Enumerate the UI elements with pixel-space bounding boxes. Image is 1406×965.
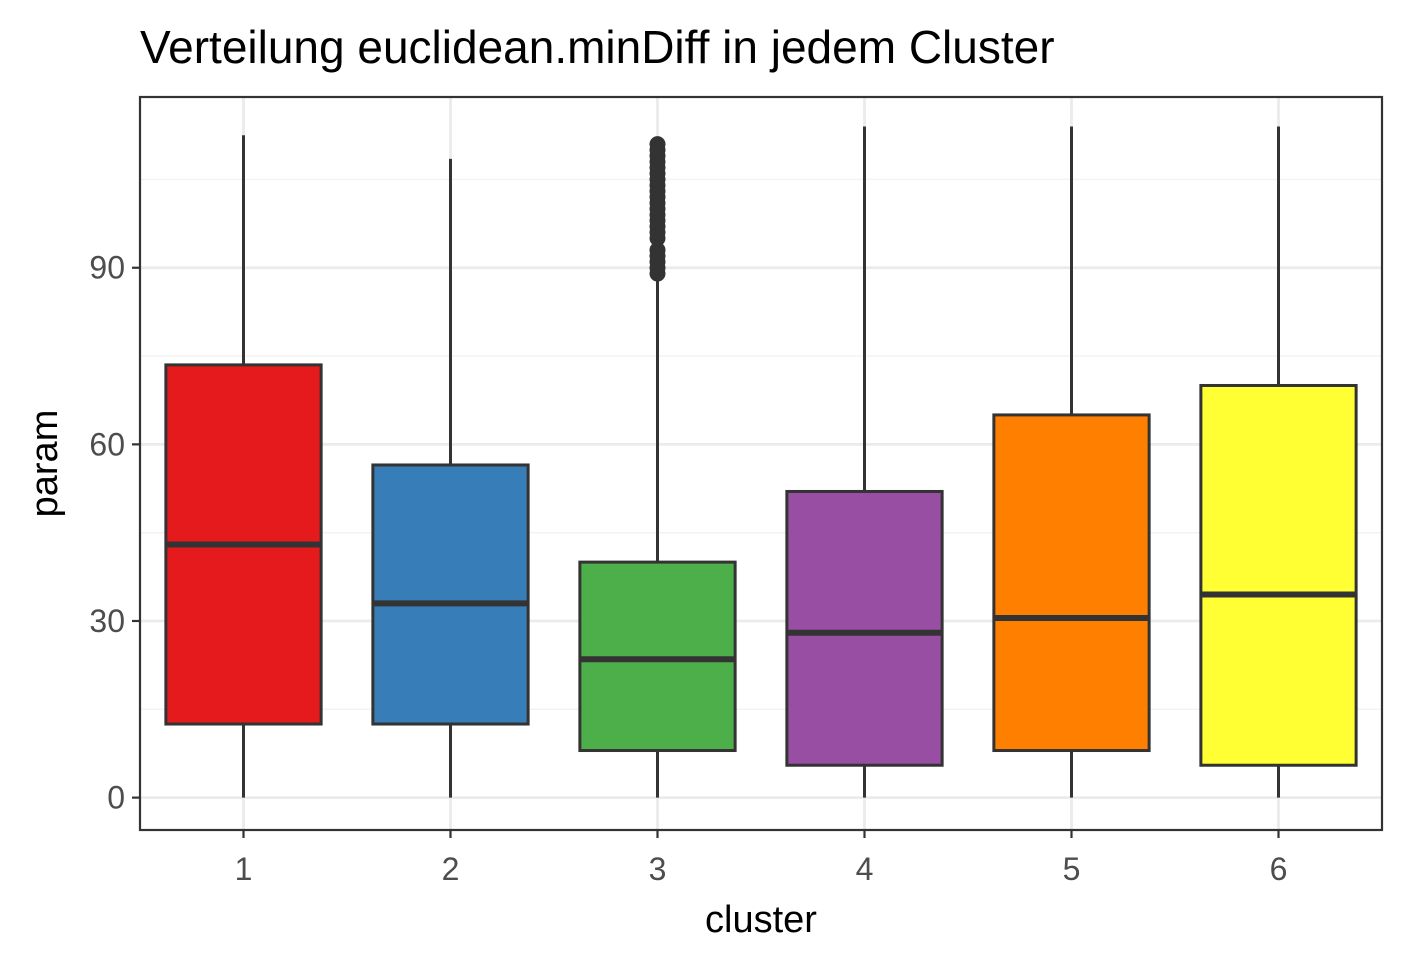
y-tick-label: 30 — [89, 603, 125, 639]
y-tick-label: 90 — [89, 250, 125, 286]
x-tick-label: 2 — [442, 851, 460, 887]
x-tick-label: 1 — [235, 851, 253, 887]
x-tick-label: 3 — [649, 851, 667, 887]
x-tick-label: 4 — [856, 851, 874, 887]
box-cluster-5 — [992, 126, 1151, 798]
box-cluster-4 — [785, 126, 944, 798]
y-tick-label: 60 — [89, 426, 125, 462]
box-cluster-3 — [578, 136, 737, 798]
y-axis-title: param — [24, 410, 66, 518]
box-cluster-6 — [1199, 126, 1358, 798]
plot-area — [164, 126, 1358, 798]
grid-lines — [140, 97, 1382, 830]
box-iqr — [1199, 383, 1358, 767]
box-iqr — [785, 489, 944, 767]
outlier-point — [649, 242, 666, 259]
x-tick-label: 6 — [1270, 851, 1288, 887]
axes: 0 30 60 90 1 2 3 4 5 6 — [89, 250, 1287, 887]
x-axis-title: cluster — [705, 899, 817, 941]
chart-title: Verteilung euclidean.minDiff in jedem Cl… — [140, 21, 1055, 73]
outlier-point — [649, 136, 666, 153]
box-iqr — [992, 413, 1151, 753]
box-cluster-2 — [371, 158, 530, 798]
box-cluster-1 — [164, 135, 323, 798]
panel-border — [138, 95, 1384, 832]
y-tick-label: 0 — [107, 780, 125, 816]
x-tick-label: 5 — [1063, 851, 1081, 887]
box-iqr — [371, 463, 530, 726]
